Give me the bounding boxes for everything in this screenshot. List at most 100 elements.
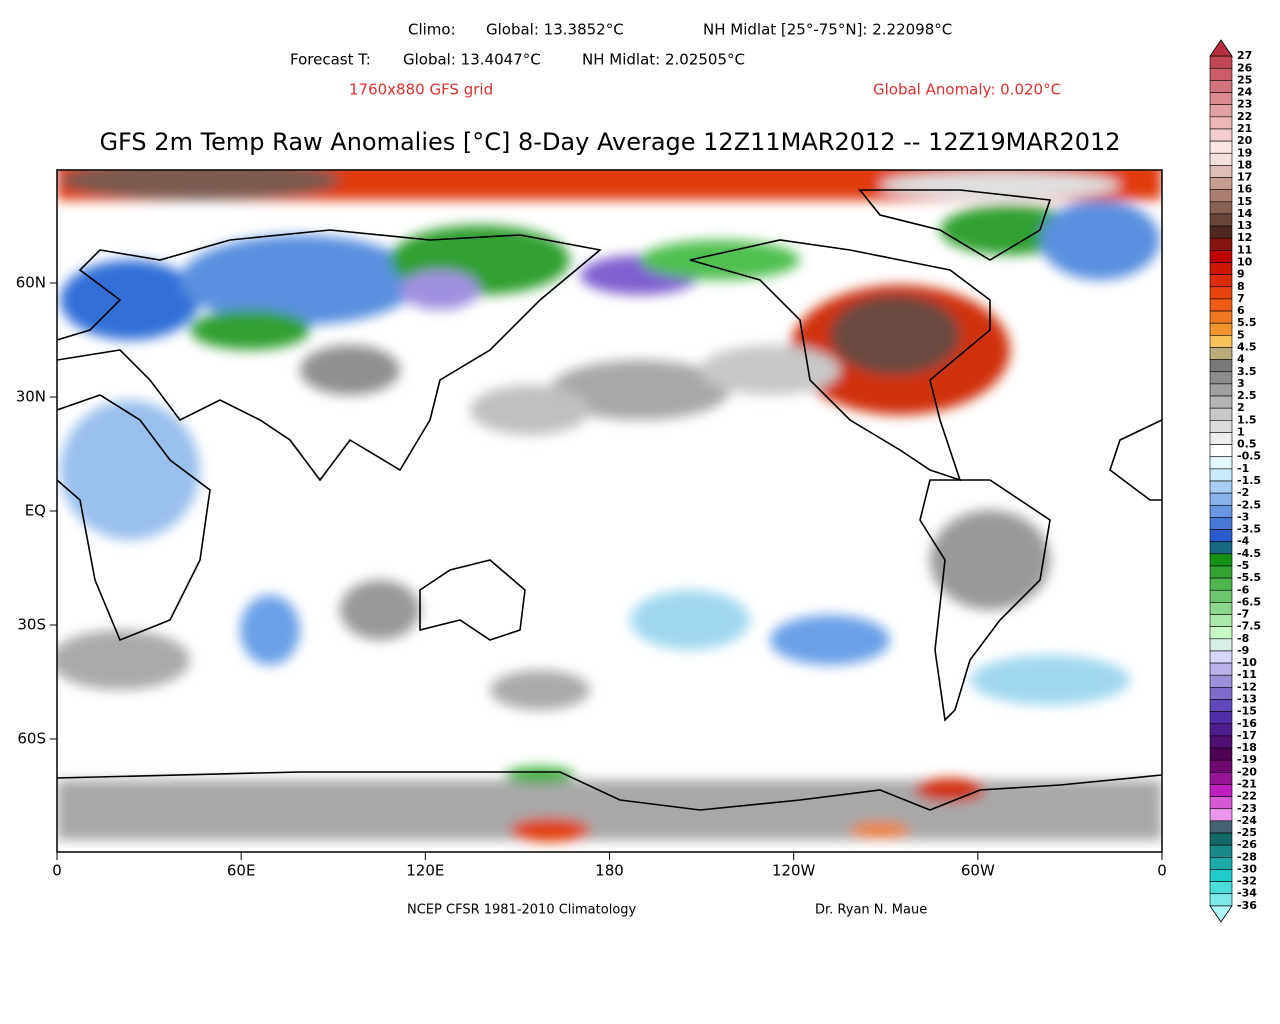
colorbar-box	[1209, 80, 1233, 93]
colorbar-box	[1209, 747, 1233, 761]
map-field	[57, 170, 1162, 852]
colorbar-box	[1209, 832, 1233, 846]
colorbar-label: 12	[1237, 231, 1252, 244]
colorbar-box	[1209, 492, 1233, 506]
colorbar-box	[1209, 104, 1233, 118]
y-tick-label: 60N	[16, 274, 46, 292]
colorbar-label: 3.5	[1237, 365, 1257, 378]
colorbar-arrow	[1209, 39, 1233, 57]
colorbar-box	[1209, 371, 1233, 385]
colorbar-box	[1209, 553, 1233, 567]
grid-label: 1760x880 GFS grid	[349, 81, 493, 99]
colorbar-label: -21	[1237, 777, 1257, 790]
colorbar-label: 22	[1237, 110, 1252, 123]
colorbar-box	[1209, 674, 1233, 688]
colorbar-box	[1209, 140, 1233, 154]
colorbar-label: 5	[1237, 328, 1245, 341]
colorbar-box	[1209, 67, 1233, 81]
colorbar-label: -25	[1237, 826, 1257, 839]
colorbar-box	[1209, 565, 1233, 579]
colorbar-box	[1209, 456, 1233, 470]
x-tick-label: 120W	[772, 862, 816, 880]
colorbar-label: -4	[1237, 535, 1250, 548]
colorbar-box	[1209, 420, 1233, 433]
colorbar-label: -3	[1237, 510, 1249, 523]
colorbar-box	[1209, 893, 1233, 907]
map-title: GFS 2m Temp Raw Anomalies [°C] 8-Day Ave…	[99, 128, 1120, 156]
colorbar-box	[1209, 468, 1233, 482]
colorbar-label: 24	[1237, 86, 1253, 99]
colorbar-box	[1209, 735, 1233, 749]
colorbar-label: 19	[1237, 146, 1252, 159]
colorbar-box	[1209, 250, 1233, 263]
colorbar-box	[1209, 201, 1233, 215]
colorbar-box	[1209, 881, 1233, 895]
colorbar: 2726252423222120191817161514131211109876…	[1209, 39, 1261, 923]
colorbar-label: -9	[1237, 644, 1249, 657]
colorbar-label: -18	[1237, 741, 1257, 754]
colorbar-box	[1209, 772, 1233, 785]
colorbar-label: 13	[1237, 219, 1252, 232]
colorbar-label: 14	[1237, 207, 1253, 220]
colorbar-label: -5.5	[1237, 571, 1261, 584]
x-tick-label: 0	[1157, 862, 1167, 880]
colorbar-label: -7.5	[1237, 620, 1261, 633]
y-tick-label: EQ	[25, 502, 46, 520]
colorbar-label: -4.5	[1237, 547, 1261, 560]
colorbar-label: -30	[1237, 862, 1257, 875]
climo-nh: NH Midlat [25°-75°N]: 2.22098°C	[703, 21, 952, 39]
colorbar-label: 4	[1237, 353, 1245, 366]
forecast-label: Forecast T:	[290, 51, 371, 69]
colorbar-box	[1209, 614, 1233, 627]
colorbar-label: -12	[1237, 680, 1257, 693]
colorbar-box	[1209, 165, 1233, 178]
colorbar-label: 11	[1237, 243, 1252, 256]
colorbar-box	[1209, 310, 1233, 324]
colorbar-box	[1209, 213, 1233, 227]
y-tick-label: 30S	[17, 616, 46, 634]
colorbar-label: -22	[1237, 790, 1257, 803]
y-tick-label: 30N	[16, 388, 46, 406]
climo-label: Climo:	[408, 21, 456, 39]
colorbar-label: -1	[1237, 462, 1249, 475]
colorbar-label: 15	[1237, 195, 1252, 208]
colorbar-box	[1209, 128, 1233, 142]
colorbar-box	[1209, 322, 1233, 336]
colorbar-label: 25	[1237, 73, 1252, 86]
colorbar-label: 2	[1237, 401, 1245, 414]
colorbar-box	[1209, 237, 1233, 251]
colorbar-label: 20	[1237, 134, 1253, 147]
coastlines	[57, 189, 1162, 811]
colorbar-label: -15	[1237, 705, 1257, 718]
colorbar-label: 2.5	[1237, 389, 1257, 402]
colorbar-box	[1209, 262, 1233, 275]
colorbar-box	[1209, 407, 1233, 421]
colorbar-label: 0.5	[1237, 438, 1257, 451]
x-tick-label: 120E	[406, 862, 444, 880]
colorbar-label: -2.5	[1237, 498, 1261, 511]
footer-source: NCEP CFSR 1981-2010 Climatology	[407, 903, 637, 918]
colorbar-label: -26	[1237, 838, 1257, 851]
colorbar-box	[1209, 602, 1233, 615]
colorbar-label: -13	[1237, 693, 1257, 706]
colorbar-label: -1.5	[1237, 474, 1261, 487]
colorbar-box	[1209, 784, 1233, 797]
colorbar-box	[1209, 796, 1233, 810]
colorbar-label: 1	[1237, 425, 1245, 438]
colorbar-box	[1209, 189, 1233, 203]
colorbar-arrow	[1209, 905, 1233, 923]
colorbar-label: 9	[1237, 268, 1245, 281]
colorbar-label: 18	[1237, 158, 1252, 171]
colorbar-box	[1209, 286, 1233, 300]
colorbar-label: -5	[1237, 559, 1249, 572]
colorbar-label: -0.5	[1237, 450, 1261, 463]
colorbar-box	[1209, 577, 1233, 591]
colorbar-label: -23	[1237, 802, 1257, 815]
colorbar-box	[1209, 517, 1233, 530]
colorbar-label: -24	[1237, 814, 1257, 827]
anomaly-label: Global Anomaly: 0.020°C	[873, 81, 1061, 99]
colorbar-box	[1209, 844, 1233, 858]
colorbar-label: 7	[1237, 292, 1245, 305]
